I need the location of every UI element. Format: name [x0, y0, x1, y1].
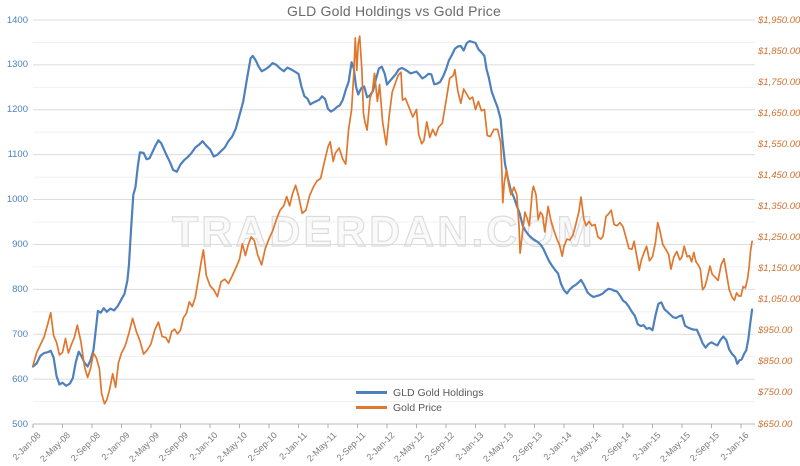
- right-axis-tick-label: $1,150.00: [758, 263, 800, 275]
- right-axis-tick-label: $1,750.00: [758, 76, 800, 88]
- series-line-gold-price: [32, 35, 753, 405]
- left-axis-tick-label: 700: [12, 328, 28, 340]
- legend-item-gld-holdings: GLD Gold Holdings: [356, 385, 483, 400]
- legend-item-gold-price: Gold Price: [356, 400, 483, 415]
- legend-label: Gold Price: [393, 401, 443, 414]
- right-axis-tick-label: $1,650.00: [758, 107, 800, 119]
- right-axis-tick-label: $1,450.00: [758, 169, 800, 181]
- left-axis-tick-label: 1000: [6, 194, 28, 206]
- left-axis-tick-label: 1400: [6, 14, 28, 26]
- left-axis-tick-label: 800: [12, 283, 28, 295]
- left-axis-tick-label: 1100: [7, 149, 28, 161]
- left-axis-tick-label: 1300: [6, 59, 28, 71]
- right-axis-tick-label: $950.00: [758, 325, 793, 337]
- left-axis-tick-label: 900: [12, 238, 28, 250]
- left-axis-tick-label: 500: [12, 418, 28, 430]
- right-axis-tick-label: $1,550.00: [758, 138, 800, 150]
- series-line-gld-holdings: [31, 39, 754, 387]
- legend-line-orange-icon: [356, 406, 387, 409]
- left-axis-tick-label: 600: [12, 373, 28, 385]
- chart-title: GLD Gold Holdings vs Gold Price: [287, 3, 501, 19]
- gridlines: [33, 19, 755, 403]
- legend-line-blue-icon: [356, 391, 387, 394]
- right-axis-tick-label: $1,950.00: [758, 14, 800, 26]
- x-axis: [32, 423, 755, 428]
- left-axis-tick-label: 1200: [6, 104, 28, 116]
- right-axis-tick-label: $650.00: [758, 418, 793, 430]
- right-axis-tick-label: $1,350.00: [758, 200, 800, 212]
- right-axis-tick-label: $1,050.00: [758, 294, 800, 306]
- right-axis-tick-label: $1,250.00: [758, 232, 800, 244]
- legend-label: GLD Gold Holdings: [393, 386, 484, 399]
- right-axis-tick-label: $1,850.00: [758, 45, 800, 57]
- right-axis-tick-label: $850.00: [758, 356, 793, 368]
- right-axis-tick-label: $750.00: [758, 387, 793, 399]
- legend: GLD Gold Holdings Gold Price: [356, 385, 483, 415]
